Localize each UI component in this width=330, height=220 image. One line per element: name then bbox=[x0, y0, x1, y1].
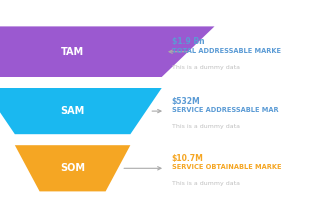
Text: TOTAL ADDRESSABLE MARKE: TOTAL ADDRESSABLE MARKE bbox=[172, 48, 280, 54]
Text: This is a dummy data: This is a dummy data bbox=[172, 65, 240, 70]
Text: This is a dummy data: This is a dummy data bbox=[172, 181, 240, 186]
Text: $10.7M: $10.7M bbox=[172, 154, 204, 163]
Text: SERVICE ADDRESSABLE MAR: SERVICE ADDRESSABLE MAR bbox=[172, 107, 278, 113]
Polygon shape bbox=[15, 145, 130, 191]
Polygon shape bbox=[0, 88, 162, 134]
Polygon shape bbox=[0, 26, 214, 77]
Text: SOM: SOM bbox=[60, 163, 85, 173]
Text: SAM: SAM bbox=[60, 106, 85, 116]
Text: This is a dummy data: This is a dummy data bbox=[172, 124, 240, 129]
Text: SERVICE OBTAINABLE MARKE: SERVICE OBTAINABLE MARKE bbox=[172, 164, 281, 170]
Text: $1.9 Bn: $1.9 Bn bbox=[172, 37, 204, 46]
Text: $532M: $532M bbox=[172, 97, 200, 106]
Text: TAM: TAM bbox=[61, 47, 84, 57]
